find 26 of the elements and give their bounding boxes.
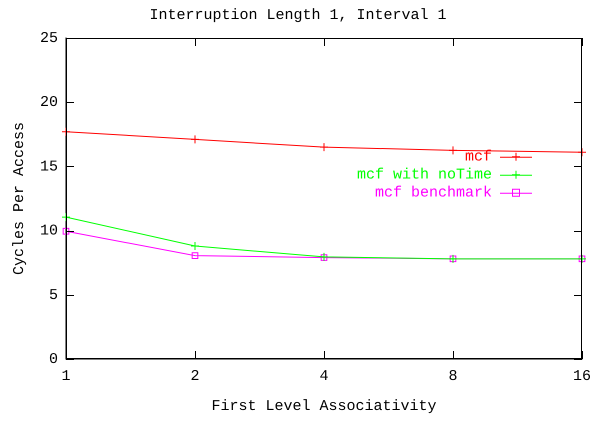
x-tick-label: 1 bbox=[61, 368, 71, 385]
point bbox=[448, 146, 458, 155]
y-tick-label: 5 bbox=[48, 286, 58, 304]
x-tick-label: 8 bbox=[448, 368, 458, 385]
y-tick-label: 25 bbox=[40, 30, 58, 47]
x-tick-label: 16 bbox=[572, 368, 592, 385]
x-axis-title: First Level Associativity bbox=[211, 398, 437, 415]
y-tick-label: 0 bbox=[48, 350, 58, 368]
point bbox=[190, 134, 200, 144]
point bbox=[192, 252, 198, 259]
legend-label: mcf bbox=[464, 148, 492, 166]
legend-label: mcf benchmark bbox=[374, 184, 492, 202]
x-tick-label: 2 bbox=[190, 368, 200, 385]
point bbox=[62, 212, 71, 222]
y-tick-label: 10 bbox=[40, 222, 58, 240]
y-tick-label: 15 bbox=[40, 158, 58, 176]
point bbox=[62, 127, 71, 136]
y-tick-label: 20 bbox=[40, 94, 58, 112]
point bbox=[62, 228, 70, 235]
y-axis-title: Cycles Per Access bbox=[10, 122, 28, 276]
legend-label: mcf with noTime bbox=[356, 166, 492, 184]
x-tick-label: 4 bbox=[319, 368, 329, 385]
point bbox=[320, 142, 328, 152]
point bbox=[190, 242, 200, 251]
chart-title: Interruption Length 1, Interval 1 bbox=[149, 6, 447, 24]
point bbox=[578, 148, 586, 157]
